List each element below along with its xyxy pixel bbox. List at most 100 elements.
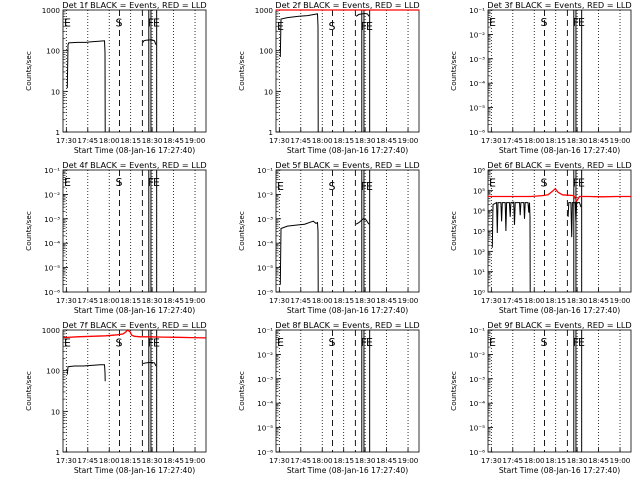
- chart-panel-4: Det 4f BLACK = Events, RED = LLD 17:30 17:…: [24, 160, 207, 315]
- x-tick-label: 19:00: [610, 456, 631, 465]
- marker-label-f: F: [148, 17, 154, 30]
- y-tick-label: 10⁻⁶: [469, 448, 485, 457]
- y-axis-label: Counts/sec: [237, 51, 246, 91]
- x-tick-label: 18:15: [333, 136, 354, 145]
- x-tick-label: 18:45: [163, 136, 184, 145]
- y-tick-label: 100: [259, 47, 273, 56]
- marker-label-e: E: [489, 177, 496, 190]
- y-tick-label: 10⁻³: [469, 55, 485, 64]
- marker-label-e: E: [277, 20, 284, 33]
- x-tick-label: 18:15: [333, 296, 354, 305]
- x-tick-label: 17:45: [77, 296, 98, 305]
- chart-panel-1: Det 1f BLACK = Events, RED = LLD 17:30 17:…: [24, 0, 207, 155]
- x-tick-label: 17:45: [77, 456, 98, 465]
- y-tick-label: 10⁶: [473, 166, 485, 175]
- y-axis-label: Counts/sec: [24, 51, 33, 91]
- y-tick-label: 10⁻³: [257, 215, 273, 224]
- marker-label-s: S: [328, 180, 335, 193]
- chart-panel-3: Det 3f BLACK = Events, RED = LLD 17:30 17:…: [449, 0, 632, 155]
- marker-label-s: S: [115, 176, 122, 189]
- series-line-3: [142, 361, 157, 367]
- plot-frame: [62, 169, 207, 293]
- y-axis-label: Counts/sec: [24, 371, 33, 411]
- x-tick-label: 18:45: [376, 456, 397, 465]
- x-tick-label: 19:00: [398, 136, 419, 145]
- marker-label-f: F: [148, 337, 154, 350]
- marker-label-s: S: [540, 177, 547, 190]
- marker-label-e: E: [64, 337, 71, 350]
- marker-label-s: S: [328, 20, 335, 33]
- y-tick-label: 10⁻³: [44, 215, 60, 224]
- marker-label-e: E: [64, 17, 71, 30]
- series-line-1: [62, 329, 207, 339]
- y-tick-label: 10⁻⁴: [469, 79, 485, 88]
- x-axis-label: Start Time (08-Jan-16 17:27:40): [287, 306, 408, 315]
- y-tick-label: 1000: [255, 6, 274, 15]
- x-tick-label: 17:30: [481, 456, 502, 465]
- chart-panel-7: Det 7f BLACK = Events, RED = LLD 17:30 17:…: [24, 320, 207, 475]
- x-tick-label: 18:00: [312, 456, 333, 465]
- x-tick-label: 18:00: [99, 296, 120, 305]
- marker-label-f: F: [148, 176, 154, 189]
- plot-frame: [487, 329, 632, 453]
- marker-label-e: E: [277, 180, 284, 193]
- marker-label-e: E: [277, 336, 284, 349]
- chart-title: Det 6f BLACK = Events, RED = LLD: [487, 160, 631, 170]
- x-tick-label: 19:00: [398, 456, 419, 465]
- y-tick-label: 10⁻⁶: [257, 448, 273, 457]
- x-tick-label: 17:45: [502, 456, 523, 465]
- x-axis-label: Start Time (08-Jan-16 17:27:40): [74, 466, 195, 475]
- chart-title: Det 3f BLACK = Events, RED = LLD: [487, 0, 631, 10]
- x-tick-label: 17:45: [77, 136, 98, 145]
- x-tick-label: 17:45: [502, 136, 523, 145]
- plot-frame: [62, 9, 207, 133]
- marker-label-s: S: [540, 16, 547, 29]
- y-tick-label: 10⁻³: [257, 375, 273, 384]
- x-axis-label: Start Time (08-Jan-16 17:27:40): [499, 306, 620, 315]
- x-tick-label: 18:00: [99, 456, 120, 465]
- x-tick-label: 17:30: [269, 456, 290, 465]
- y-tick-label: 100: [46, 367, 60, 376]
- series-line-3: [355, 12, 370, 17]
- marker-label-s: S: [328, 336, 335, 349]
- series-line-2: [142, 39, 157, 45]
- x-axis-label: Start Time (08-Jan-16 17:27:40): [74, 306, 195, 315]
- x-tick-label: 18:30: [355, 456, 376, 465]
- marker-label-e: E: [578, 177, 585, 190]
- chart-title: Det 9f BLACK = Events, RED = LLD: [487, 320, 631, 330]
- x-axis-label: Start Time (08-Jan-16 17:27:40): [499, 466, 620, 475]
- chart-panel-5: Det 5f BLACK = Events, RED = LLD 17:30 17:…: [237, 160, 420, 315]
- y-tick-label: 10⁻¹: [469, 326, 485, 335]
- x-axis-label: Start Time (08-Jan-16 17:27:40): [287, 146, 408, 155]
- x-tick-label: 17:30: [481, 136, 502, 145]
- series-line-1: [279, 220, 319, 293]
- series-line-2: [355, 218, 370, 225]
- plot-frame: [62, 329, 207, 453]
- plot-frame: [275, 329, 420, 453]
- marker-label-e: E: [489, 336, 496, 349]
- x-axis-label: Start Time (08-Jan-16 17:27:40): [74, 146, 195, 155]
- y-tick-label: 100: [46, 47, 60, 56]
- y-tick-label: 10⁻⁶: [257, 288, 273, 297]
- marker-label-e: E: [153, 337, 160, 350]
- y-tick-label: 10⁻¹: [44, 166, 60, 175]
- y-tick-label: 1: [268, 128, 273, 137]
- y-axis-label: Counts/sec: [237, 211, 246, 251]
- y-axis-label: Counts/sec: [449, 211, 458, 251]
- x-tick-label: 17:45: [290, 296, 311, 305]
- y-tick-label: 10⁻²: [469, 350, 485, 359]
- x-tick-label: 17:30: [269, 296, 290, 305]
- chart-title: Det 8f BLACK = Events, RED = LLD: [275, 320, 419, 330]
- chart-panel-8: Det 8f BLACK = Events, RED = LLD 17:30 17:…: [237, 320, 420, 475]
- x-tick-label: 18:30: [355, 296, 376, 305]
- chart-panel-9: Det 9f BLACK = Events, RED = LLD 17:30 17:…: [449, 320, 632, 475]
- series-line-3: [567, 202, 582, 238]
- x-tick-label: 18:15: [545, 136, 566, 145]
- plot-frame: [487, 169, 632, 293]
- x-tick-label: 18:00: [524, 456, 545, 465]
- plot-frame: [487, 9, 632, 133]
- x-tick-label: 18:15: [120, 456, 141, 465]
- y-tick-label: 10¹: [473, 268, 485, 277]
- x-tick-label: 18:30: [142, 296, 163, 305]
